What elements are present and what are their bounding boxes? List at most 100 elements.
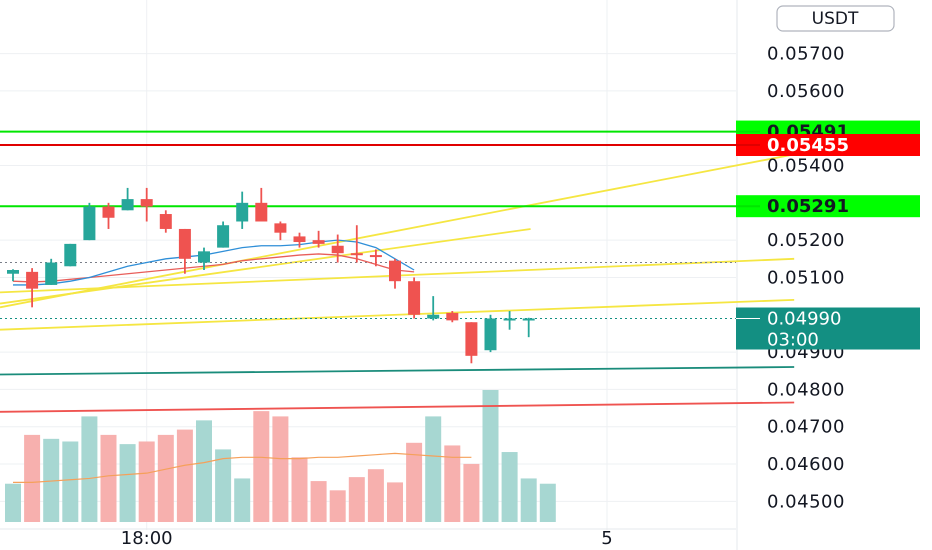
- volume-bar: [482, 390, 499, 522]
- candle-body: [503, 318, 516, 321]
- candle-body: [331, 245, 344, 254]
- volume-bar: [62, 441, 79, 522]
- candle: [7, 269, 19, 282]
- candle-body: [293, 236, 306, 243]
- volume-ma-line: [13, 452, 472, 483]
- candle-body: [159, 214, 172, 229]
- candle: [427, 296, 440, 321]
- trendline: [0, 366, 795, 376]
- candle-body: [26, 271, 39, 289]
- candle: [503, 311, 516, 330]
- candle-body: [484, 318, 497, 351]
- volume-bar: [329, 490, 346, 522]
- candle-body: [45, 262, 58, 285]
- candle: [236, 191, 249, 229]
- currency-badge[interactable]: [776, 5, 895, 32]
- candle-body: [178, 228, 191, 259]
- candle: [178, 228, 191, 274]
- candle: [83, 202, 96, 241]
- current-price-label-bg: [736, 307, 920, 350]
- price-lines: [0, 130, 795, 413]
- volume-bar: [253, 411, 270, 522]
- y-tick-label: 0.05400: [767, 156, 845, 177]
- price-label-bg: [736, 134, 920, 156]
- y-tick-label: 0.05700: [767, 44, 845, 65]
- candle: [198, 247, 210, 270]
- candle-body: [140, 199, 153, 207]
- candle-body: [7, 270, 19, 274]
- candle-body: [312, 240, 325, 244]
- y-tick-label: 0.04500: [767, 491, 845, 512]
- trendline: [0, 401, 795, 413]
- candle: [121, 187, 134, 211]
- candle-body: [121, 199, 134, 211]
- candle-body: [389, 260, 401, 282]
- candle: [331, 234, 344, 263]
- time-axis: 18:00 5: [0, 528, 736, 549]
- volume-bar: [539, 483, 556, 522]
- y-tick-label: 0.05100: [767, 267, 845, 288]
- trendline: [0, 153, 795, 309]
- candle: [350, 225, 363, 263]
- y-tick-label: 0.04700: [767, 417, 845, 438]
- volume-bar: [24, 434, 41, 522]
- candle: [293, 232, 306, 248]
- volume-bar: [425, 416, 442, 522]
- volume-bar: [234, 478, 251, 522]
- candle: [26, 268, 39, 308]
- volume-bar: [367, 469, 384, 522]
- volume-bar: [272, 416, 289, 522]
- candle: [446, 311, 459, 323]
- volume-bar: [196, 420, 212, 522]
- candle: [159, 210, 172, 233]
- x-tick-label: 5: [601, 528, 612, 549]
- red-ma-line: [12, 253, 415, 283]
- price-label-text: 0.05291: [767, 196, 849, 217]
- candles: [7, 187, 535, 364]
- x-tick-label: 18:00: [121, 528, 173, 549]
- candle: [369, 249, 382, 267]
- candle: [312, 230, 325, 248]
- candle: [389, 258, 401, 289]
- y-tick-label: 0.04600: [767, 454, 845, 475]
- volume-bar: [215, 449, 232, 522]
- candle: [274, 221, 287, 241]
- volume-bar: [43, 438, 60, 522]
- candle: [522, 317, 535, 338]
- candle-body: [102, 206, 115, 218]
- volume-bar: [501, 452, 518, 522]
- volume-bar: [176, 429, 193, 522]
- volume-bar: [406, 442, 423, 522]
- volume-bar: [520, 478, 537, 522]
- volume-bar: [310, 481, 327, 522]
- candle: [45, 258, 58, 285]
- blue-ma-line: [13, 239, 415, 286]
- y-tick-label: 0.05600: [767, 81, 845, 102]
- volume-bar: [348, 477, 365, 522]
- volume-bar: [119, 444, 136, 522]
- candle-body: [427, 314, 440, 319]
- volume-bars: [5, 390, 556, 522]
- volume-bar: [81, 416, 98, 522]
- volume-bar: [387, 482, 403, 522]
- candle-body: [446, 312, 459, 321]
- candle-body: [255, 202, 268, 222]
- volume-bar: [100, 434, 117, 522]
- candle-body: [465, 322, 478, 356]
- candle-body: [64, 243, 77, 267]
- y-tick-label: 0.05200: [767, 230, 845, 251]
- candle-body: [274, 223, 287, 233]
- candle: [484, 314, 497, 353]
- y-tick-label: 0.04800: [767, 379, 845, 400]
- candle-body: [408, 281, 421, 315]
- candle-body: [522, 318, 535, 321]
- candle: [102, 202, 115, 229]
- candle-body: [83, 206, 96, 241]
- candle-body: [217, 225, 230, 248]
- candle: [64, 243, 77, 267]
- candle-body: [236, 202, 249, 222]
- volume-bar: [291, 457, 308, 522]
- volume-bar: [157, 434, 174, 522]
- volume-bar: [463, 463, 480, 522]
